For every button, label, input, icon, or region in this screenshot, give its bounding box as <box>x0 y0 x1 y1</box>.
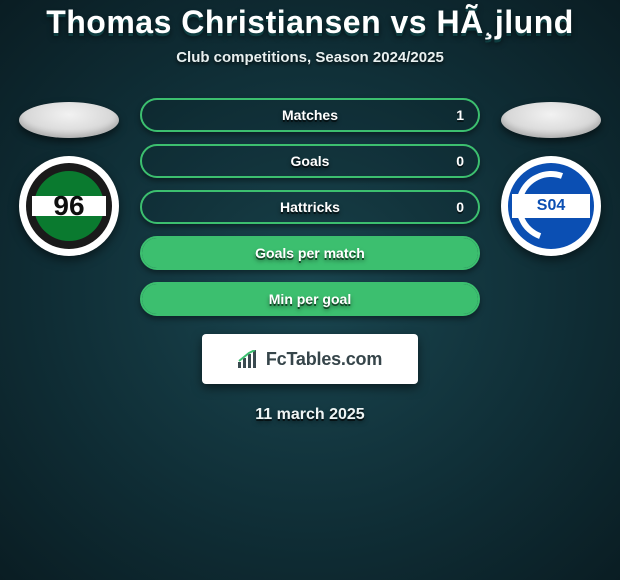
stat-value-right: 0 <box>456 199 464 215</box>
brand-badge: FcTables.com <box>202 334 418 384</box>
chart-icon <box>238 350 260 368</box>
date-text: 11 march 2025 <box>0 406 620 424</box>
stat-label: Hattricks <box>280 199 340 215</box>
subtitle: Club competitions, Season 2024/2025 <box>0 49 620 66</box>
brand-text: FcTables.com <box>266 349 382 370</box>
right-crest-text: S04 <box>512 194 590 218</box>
stat-label: Goals per match <box>255 245 365 261</box>
stat-row: Hattricks 0 <box>140 190 480 224</box>
left-club-crest: 96 <box>19 156 119 256</box>
right-avatar-placeholder <box>501 102 601 138</box>
left-avatar-placeholder <box>19 102 119 138</box>
compare-row: 96 Matches 1 Goals 0 Hattricks 0 Goals per mat… <box>0 96 620 316</box>
right-club-crest: S04 <box>501 156 601 256</box>
stat-row: Goals per match <box>140 236 480 270</box>
left-player-col: 96 <box>14 96 124 256</box>
stat-label: Matches <box>282 107 338 123</box>
stat-row: Matches 1 <box>140 98 480 132</box>
stat-row: Min per goal <box>140 282 480 316</box>
right-player-col: S04 <box>496 96 606 256</box>
stat-label: Goals <box>291 153 330 169</box>
comparison-card: Thomas Christiansen vs HÃ¸jlund Club com… <box>0 0 620 424</box>
page-title: Thomas Christiansen vs HÃ¸jlund <box>0 4 620 41</box>
stat-value-right: 0 <box>456 153 464 169</box>
stats-list: Matches 1 Goals 0 Hattricks 0 Goals per match M… <box>140 96 480 316</box>
stat-row: Goals 0 <box>140 144 480 178</box>
stat-value-right: 1 <box>456 107 464 123</box>
left-crest-text: 96 <box>53 190 84 222</box>
stat-label: Min per goal <box>269 291 351 307</box>
